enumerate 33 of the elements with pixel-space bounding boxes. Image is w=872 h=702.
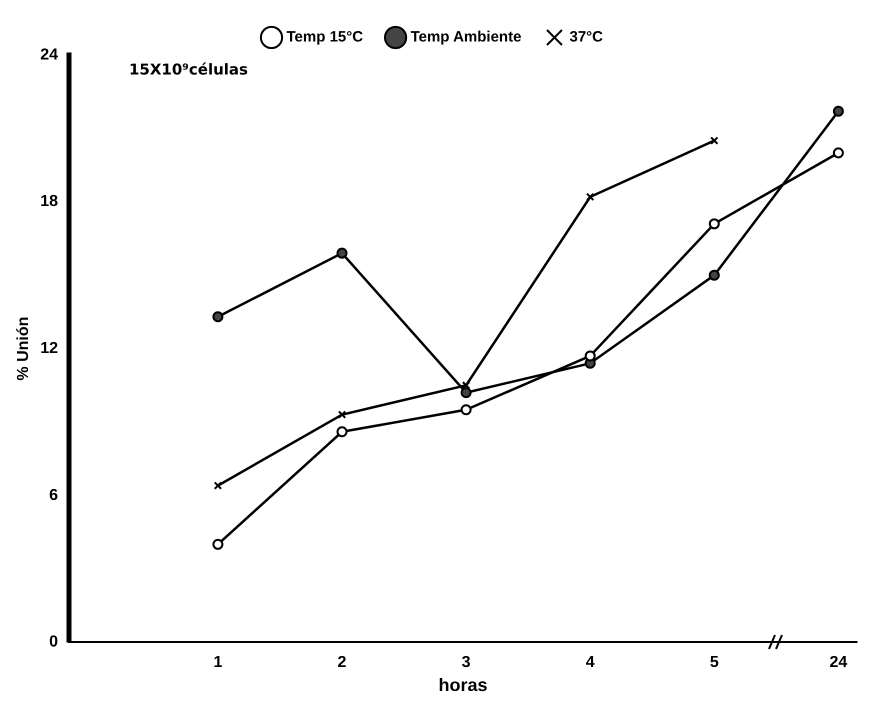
legend-label: 37°C — [569, 28, 604, 46]
x-tick-label: 1 — [213, 654, 222, 672]
legend-label: Temp 15°C — [286, 28, 364, 46]
point — [460, 404, 472, 416]
point — [462, 381, 470, 390]
x-tick-label: 5 — [710, 654, 719, 672]
y-tick-label: 12 — [40, 340, 58, 358]
point — [338, 410, 346, 419]
point — [336, 426, 348, 438]
point — [212, 538, 224, 550]
x-tick-label: 24 — [829, 654, 848, 672]
point — [460, 387, 472, 398]
point — [708, 218, 720, 230]
point — [584, 350, 596, 362]
point — [708, 270, 720, 281]
point — [832, 106, 844, 117]
point — [586, 192, 594, 202]
y-tick-label: 18 — [40, 193, 58, 210]
x-tick-label: 4 — [586, 654, 595, 672]
x-tick-label: 3 — [462, 654, 471, 672]
point — [212, 311, 224, 322]
y-tick-label: 24 — [40, 46, 58, 64]
y-tick-label: 0 — [49, 634, 58, 651]
x-tick-label: 2 — [338, 654, 347, 672]
x-axis-title: horas — [438, 675, 488, 696]
point — [832, 147, 844, 158]
annotation: 15X10⁹células — [128, 60, 248, 78]
point — [710, 136, 718, 145]
y-axis-title: % Unión — [15, 316, 32, 381]
point — [214, 481, 222, 490]
legend-label: Temp Ambiente — [410, 28, 522, 46]
point — [336, 248, 348, 259]
y-tick-label: 6 — [49, 486, 58, 504]
